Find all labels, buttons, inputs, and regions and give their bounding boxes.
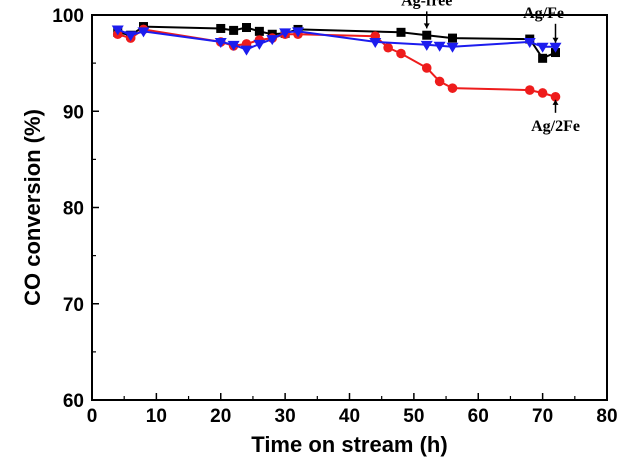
data-point-ag-fe bbox=[253, 39, 266, 50]
data-point-ag-2fe bbox=[434, 76, 445, 87]
data-point-ag-2fe bbox=[396, 48, 406, 59]
x-tick-label: 0 bbox=[87, 406, 98, 427]
data-point-ag-fe bbox=[240, 45, 253, 56]
x-axis-title: Time on stream (h) bbox=[251, 432, 447, 457]
annotation-ag-free: Ag-free bbox=[401, 0, 452, 9]
y-axis-title: CO conversion (%) bbox=[20, 109, 45, 306]
y-tick-label: 90 bbox=[63, 102, 84, 123]
data-point-ag-fe bbox=[227, 40, 240, 51]
x-tick-label: 20 bbox=[210, 406, 231, 427]
data-point-ag-fe bbox=[523, 37, 536, 48]
y-tick-label: 80 bbox=[63, 199, 84, 220]
data-point-ag-free bbox=[538, 53, 548, 63]
data-point-ag-fe bbox=[369, 37, 382, 48]
y-tick-label: 70 bbox=[63, 295, 84, 316]
annotation-arrowhead-ag-fe bbox=[552, 37, 559, 43]
data-point-ag-2fe bbox=[550, 92, 561, 102]
series-line-ag-free bbox=[117, 25, 556, 60]
x-tick-label: 10 bbox=[146, 406, 167, 427]
data-point-ag-free bbox=[216, 23, 226, 33]
data-point-ag-free bbox=[448, 33, 457, 43]
data-point-ag-fe bbox=[266, 35, 279, 46]
annotation-arrowhead-ag-free bbox=[423, 23, 430, 29]
data-point-ag-fe bbox=[446, 42, 459, 53]
x-tick-label: 80 bbox=[596, 406, 617, 427]
data-point-ag-free bbox=[396, 27, 406, 37]
data-point-ag-2fe bbox=[383, 42, 393, 53]
annotation-ag-2fe: Ag/2Fe bbox=[531, 118, 580, 135]
data-point-ag-2fe bbox=[537, 88, 548, 98]
x-tick-label: 50 bbox=[403, 406, 424, 427]
data-point-ag-fe bbox=[137, 27, 150, 38]
data-point-ag-fe bbox=[549, 42, 562, 53]
data-point-ag-2fe bbox=[524, 85, 535, 95]
data-point-ag-fe bbox=[420, 40, 433, 51]
data-point-ag-free bbox=[242, 23, 251, 33]
data-point-ag-fe bbox=[214, 37, 227, 48]
data-point-ag-fe bbox=[124, 31, 137, 42]
series-ag-fe bbox=[111, 25, 562, 56]
data-point-ag-free bbox=[254, 26, 264, 36]
data-point-ag-fe bbox=[279, 28, 292, 39]
x-tick-label: 60 bbox=[468, 406, 489, 427]
x-tick-label: 40 bbox=[339, 406, 360, 427]
x-tick-label: 70 bbox=[532, 406, 553, 427]
y-tick-label: 60 bbox=[63, 391, 84, 412]
data-point-ag-free bbox=[422, 30, 432, 40]
series-ag-free bbox=[113, 22, 560, 63]
data-point-ag-fe bbox=[292, 27, 304, 38]
data-point-ag-2fe bbox=[447, 83, 458, 93]
data-point-ag-fe bbox=[111, 25, 124, 36]
annotation-arrowhead-ag-2fe bbox=[552, 99, 559, 105]
data-point-ag-fe bbox=[536, 42, 549, 53]
plot-frame bbox=[91, 14, 608, 401]
x-tick-label: 30 bbox=[275, 406, 296, 427]
data-point-ag-fe bbox=[433, 41, 446, 52]
data-point-ag-2fe bbox=[421, 63, 432, 73]
y-tick-label: 100 bbox=[52, 6, 84, 27]
data-point-ag-free bbox=[229, 25, 239, 35]
annotation-ag-fe: Ag/Fe bbox=[523, 5, 564, 22]
